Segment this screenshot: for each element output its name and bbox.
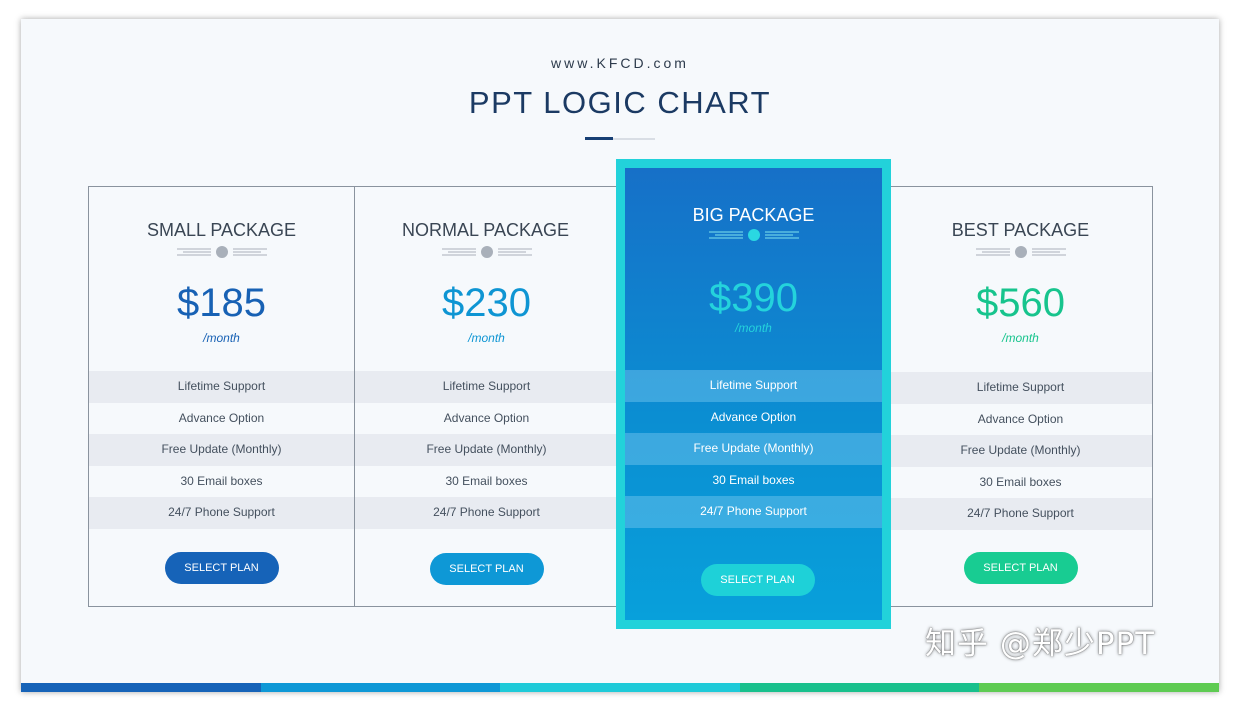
bar-segment — [979, 683, 1219, 692]
bar-segment — [21, 683, 261, 692]
page-title: PPT LOGIC CHART — [468, 85, 772, 120]
feature-item: 24/7 Phone Support — [889, 498, 1152, 530]
plan-divider-icon — [708, 229, 799, 241]
plan-divider-icon — [975, 246, 1066, 258]
feature-item: Free Update (Monthly) — [889, 435, 1152, 467]
feature-item: Free Update (Monthly) — [355, 434, 618, 466]
site-url: www.KFCD.com — [551, 55, 689, 71]
feature-item: 30 Email boxes — [445, 473, 528, 488]
feature-item: Lifetime Support — [889, 372, 1152, 404]
feature-item: Free Update (Monthly) — [89, 434, 354, 466]
plan-price: $390 — [709, 276, 798, 320]
plan-price: $185 — [177, 281, 266, 325]
plan-price-unit: /month — [468, 331, 505, 345]
plan-name: NORMAL PACKAGE — [401, 220, 570, 240]
plan-card-small: SMALL PACKAGE $185 /month Lifetime Suppo… — [88, 186, 355, 607]
feature-item: Advance Option — [710, 409, 797, 424]
plan-price-unit: /month — [735, 321, 772, 335]
plan-card-big: BIG PACKAGE $390 /month Lifetime Support… — [616, 159, 891, 629]
feature-item: Lifetime Support — [625, 370, 882, 402]
feature-item: Advance Option — [977, 411, 1064, 426]
plan-card-normal: NORMAL PACKAGE $230 /month Lifetime Supp… — [354, 186, 618, 607]
plan-divider-icon — [176, 246, 267, 258]
watermark: 知乎 @郑少PPT — [925, 626, 1156, 662]
bottom-color-bar — [21, 683, 1219, 692]
feature-item: Advance Option — [443, 410, 530, 425]
plan-price: $230 — [442, 281, 531, 325]
select-plan-button-normal[interactable]: SELECT PLAN — [429, 553, 544, 585]
title-underline — [585, 137, 655, 140]
slide: www.KFCD.com PPT LOGIC CHART SMALL PACKA… — [21, 19, 1219, 692]
bar-segment — [739, 683, 980, 692]
bar-segment — [260, 683, 501, 692]
feature-item: Lifetime Support — [355, 371, 618, 403]
plan-price: $560 — [976, 281, 1065, 325]
feature-item: Lifetime Support — [89, 371, 354, 403]
feature-item: Free Update (Monthly) — [625, 433, 882, 465]
feature-item: 24/7 Phone Support — [89, 497, 354, 529]
plan-name: BEST PACKAGE — [951, 220, 1090, 240]
plan-price-unit: /month — [203, 331, 240, 345]
feature-item: 24/7 Phone Support — [625, 496, 882, 528]
plan-name: SMALL PACKAGE — [146, 220, 297, 240]
select-plan-button-big[interactable]: SELECT PLAN — [700, 564, 815, 596]
feature-item: 30 Email boxes — [180, 473, 263, 488]
bar-segment — [500, 683, 740, 692]
plan-price-unit: /month — [1002, 331, 1039, 345]
plan-card-best: BEST PACKAGE $560 /month Lifetime Suppor… — [889, 186, 1153, 607]
plan-name: BIG PACKAGE — [692, 205, 815, 225]
plan-divider-icon — [441, 246, 532, 258]
select-plan-button-best[interactable]: SELECT PLAN — [963, 552, 1078, 584]
feature-item: 24/7 Phone Support — [355, 497, 618, 529]
feature-item: Advance Option — [178, 410, 265, 425]
plan-card-big-inner: BIG PACKAGE $390 /month Lifetime Support… — [625, 168, 882, 620]
feature-item: 30 Email boxes — [979, 474, 1062, 489]
feature-item: 30 Email boxes — [712, 472, 795, 487]
select-plan-button-small[interactable]: SELECT PLAN — [164, 552, 279, 584]
